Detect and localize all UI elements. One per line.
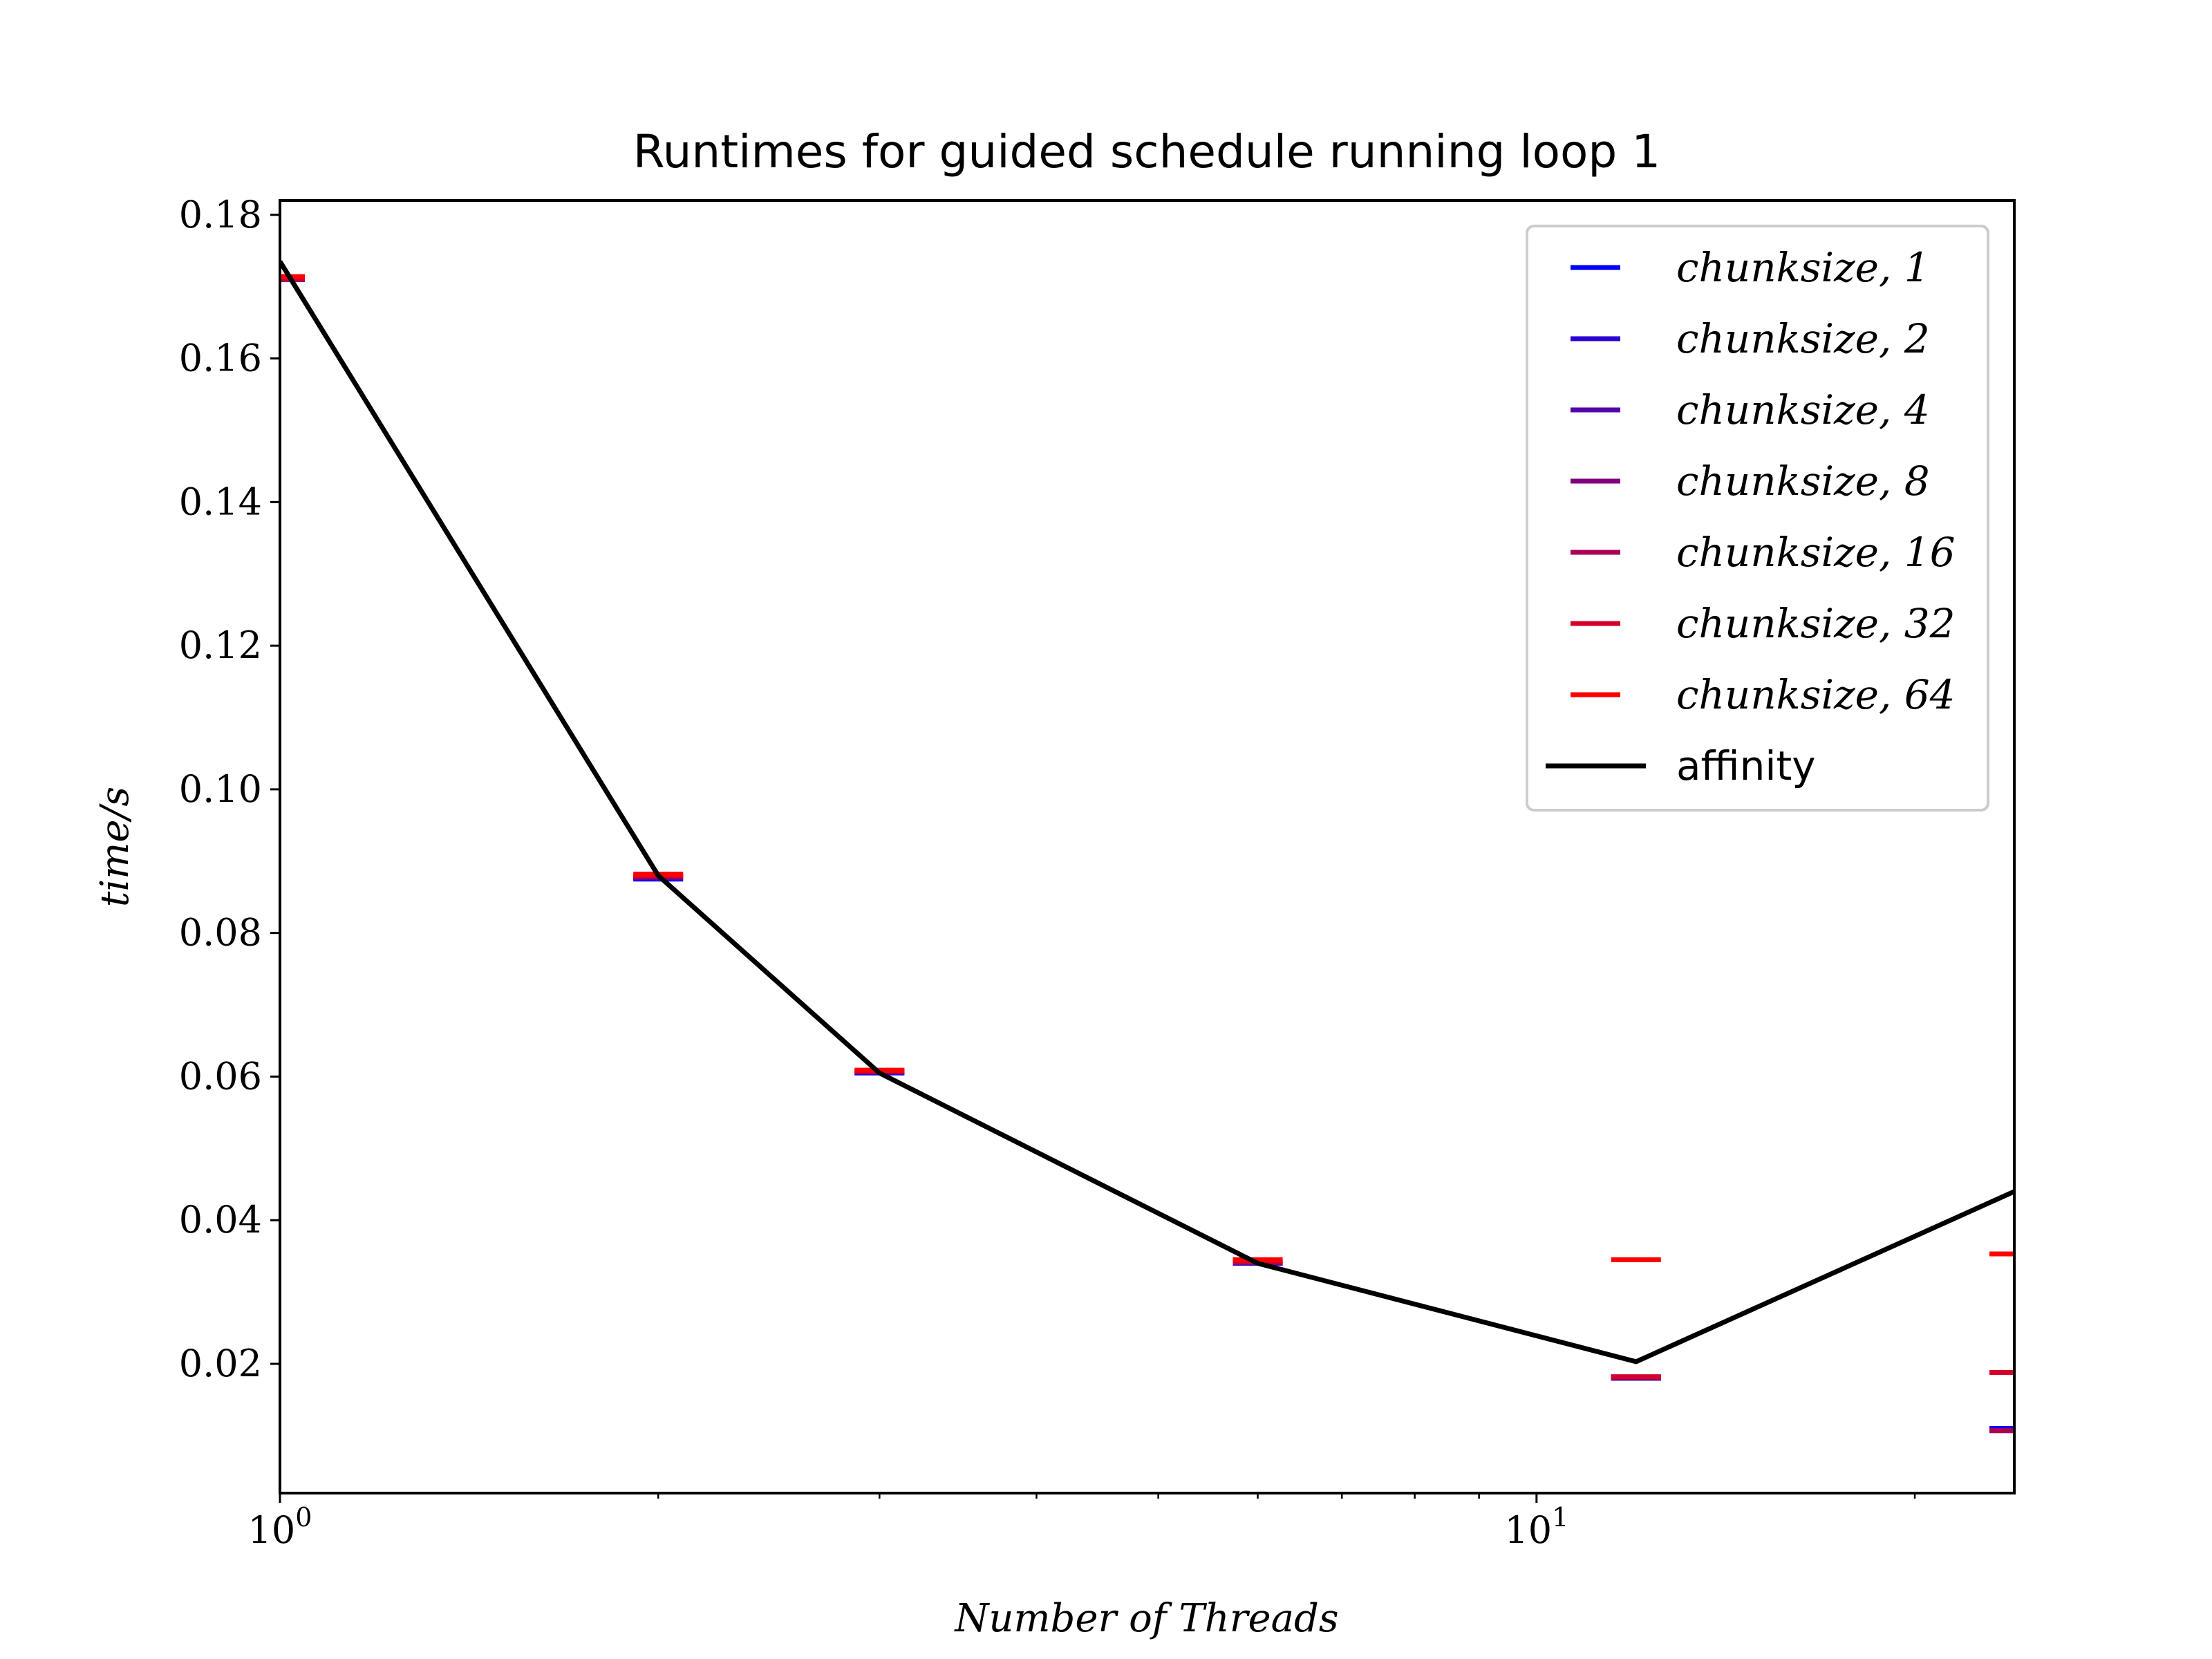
legend-box <box>1526 225 1989 812</box>
x-tick-exponent: 1 <box>1552 1502 1568 1533</box>
legend-label: chunksize, 2 <box>1676 315 1930 362</box>
x-tick-base: 10 <box>248 1508 296 1552</box>
y-tick-label: 0.16 <box>179 337 262 380</box>
legend-label: chunksize, 4 <box>1676 386 1930 433</box>
y-tick-label: 0.06 <box>179 1054 262 1098</box>
y-tick-label: 0.08 <box>179 911 262 955</box>
legend: chunksize, 1 chunksize, 2 chunksize, 4 chun… <box>1526 225 1989 812</box>
x-tick-base: 10 <box>1504 1508 1552 1552</box>
y-tick-label: 0.14 <box>179 480 262 523</box>
x-tick-label: 100 <box>248 1502 312 1552</box>
x-tick-label: 101 <box>1504 1502 1568 1552</box>
legend-label: affinity <box>1676 742 1816 789</box>
legend-label: chunksize, 64 <box>1676 671 1956 718</box>
y-tick-label: 0.18 <box>179 193 262 236</box>
y-tick-label: 0.04 <box>179 1198 262 1241</box>
legend-label: chunksize, 8 <box>1676 458 1930 505</box>
y-tick-label: 0.02 <box>179 1342 262 1385</box>
y-tick-label: 0.10 <box>179 767 262 811</box>
y-axis-label: time/s <box>93 787 138 907</box>
plot-area <box>280 260 2014 1434</box>
legend-label: chunksize, 1 <box>1676 244 1930 291</box>
plot-frame <box>279 199 2016 1494</box>
x-tick-exponent: 0 <box>295 1502 312 1533</box>
affinity-series-line <box>280 260 2014 1365</box>
y-axis: 0.02 0.04 0.06 0.08 0.10 0.12 0.14 0.16 0.18 <box>179 193 280 1385</box>
chart-title: Runtimes for guided schedule running loo… <box>633 125 1661 178</box>
x-axis: 100 101 <box>248 1493 1916 1552</box>
legend-label: chunksize, 16 <box>1676 529 1956 576</box>
legend-label: chunksize, 32 <box>1676 600 1956 647</box>
y-tick-label: 0.12 <box>179 624 262 667</box>
x-axis-label: Number of Threads <box>953 1596 1338 1641</box>
